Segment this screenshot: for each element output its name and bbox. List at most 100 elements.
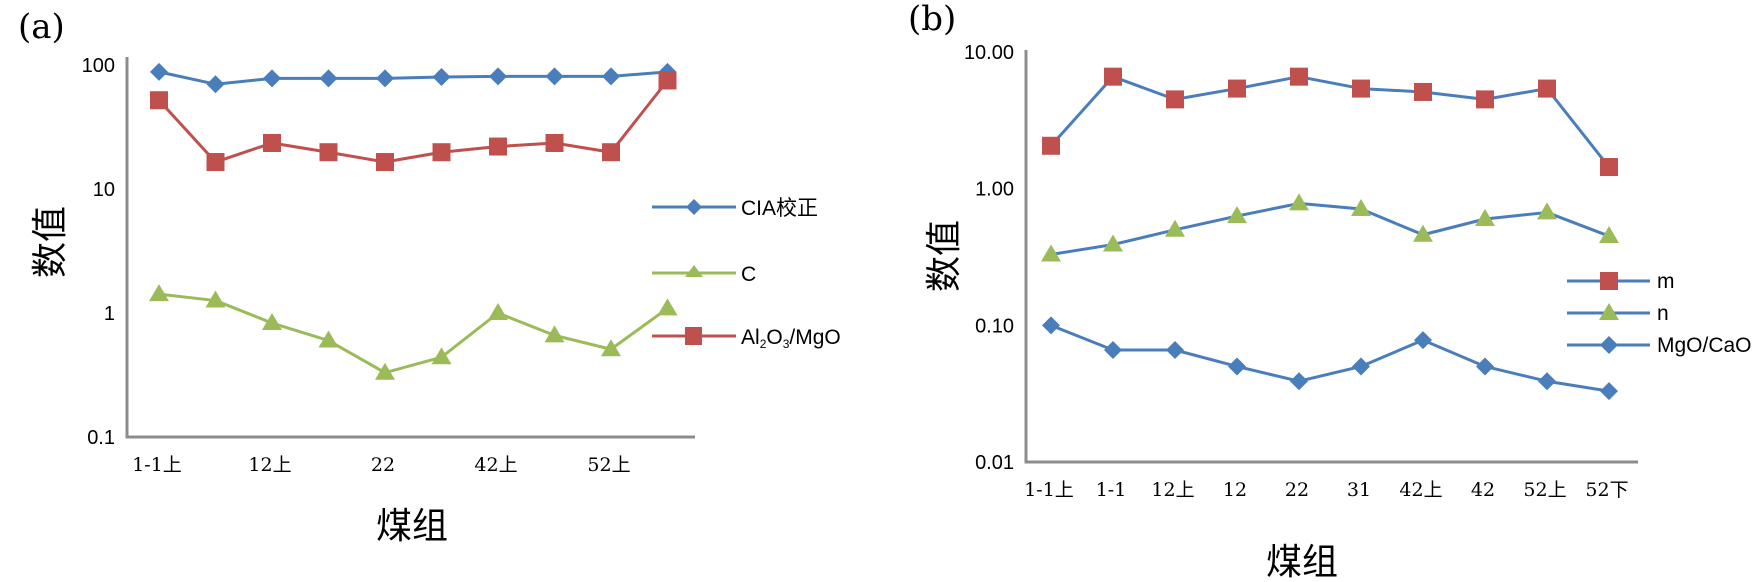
data-point-diamond <box>319 69 338 88</box>
diamond-marker-icon <box>1600 336 1618 354</box>
data-point-triangle <box>149 284 169 302</box>
data-point-square <box>319 143 338 162</box>
series-a <box>149 62 678 380</box>
data-point-triangle <box>318 330 339 348</box>
x-tick-label: 42上 <box>474 454 517 476</box>
legend-b: mn MgO/CaO <box>1567 270 1752 357</box>
data-point-triangle <box>601 339 621 357</box>
panel-label-b: (b) <box>908 0 956 39</box>
diamond-marker-icon <box>686 199 702 215</box>
data-point-diamond <box>1600 382 1618 401</box>
data-point-diamond <box>206 75 225 94</box>
x-tick-label: 42上 <box>1399 479 1442 501</box>
data-point-triangle <box>262 313 282 331</box>
data-point-square <box>150 91 168 110</box>
x-tick-label: 31 <box>1347 479 1371 501</box>
data-point-diamond <box>545 67 564 86</box>
x-tick-label: 12上 <box>248 454 291 476</box>
legend-label: MgO/CaO <box>1657 334 1752 357</box>
data-point-square <box>1042 136 1060 155</box>
y-axis-title-b: 数值 <box>924 220 965 292</box>
data-point-square <box>489 137 507 156</box>
data-point-triangle <box>657 298 678 316</box>
data-point-triangle <box>1165 219 1185 237</box>
y-ticks-a: 0.1 1 10 100 <box>82 55 115 449</box>
data-point-diamond <box>1042 316 1060 335</box>
data-point-diamond <box>432 68 451 87</box>
x-tick-label: 1-1上 <box>1024 479 1074 501</box>
x-axis-title-a: 煤组 <box>376 506 448 547</box>
chart-b: (b) 0.01 0.10 1.00 10.00 1-1上 1-1 12上 12 22 31 42… <box>908 0 1752 582</box>
legend-label-c: C <box>741 263 756 286</box>
axes-b <box>1024 50 1638 464</box>
y-tick-label: 1.00 <box>975 179 1014 201</box>
legend-a: CIA校正 C Al2O3/MgO <box>652 197 841 351</box>
series-c <box>149 284 678 380</box>
x-tick-label: 1-1 <box>1096 479 1127 501</box>
y-tick-label: 1 <box>104 303 115 325</box>
data-point-diamond <box>1352 357 1370 376</box>
data-point-triangle <box>1537 202 1557 220</box>
series-cia- <box>150 62 677 94</box>
series-line <box>158 70 668 86</box>
x-tick-label: 52下 <box>1585 479 1628 501</box>
legend-item-c: C <box>652 263 756 286</box>
data-point-square <box>376 153 394 172</box>
data-point-diamond <box>1476 357 1494 376</box>
chart-a: (a) 0.1 1 10 100 1-1上 12上 22 42上 52上 煤组 数值 CIA校… <box>18 7 841 547</box>
square-marker-icon <box>1600 272 1618 290</box>
series-m <box>1042 67 1618 177</box>
data-point-square <box>206 153 225 172</box>
legend-item-al2o3-mgo: Al2O3/MgO <box>652 326 841 351</box>
x-axis-title-b: 煤组 <box>1266 542 1338 582</box>
data-point-diamond <box>602 67 620 86</box>
series-line <box>1050 201 1610 256</box>
x-tick-label: 52上 <box>587 454 630 476</box>
x-tick-label: 1-1上 <box>132 454 182 476</box>
y-tick-label: 10 <box>93 179 115 201</box>
triangle-marker-icon <box>1599 303 1619 320</box>
data-point-triangle <box>375 362 395 380</box>
data-point-triangle <box>1227 206 1247 224</box>
data-point-diamond <box>1538 372 1556 391</box>
x-tick-label: 22 <box>371 454 395 476</box>
series-line <box>1050 323 1610 393</box>
data-point-square <box>1600 158 1618 177</box>
legend-label-al2o3-mgo: Al2O3/MgO <box>741 326 841 351</box>
x-tick-label: 12 <box>1223 479 1247 501</box>
data-point-diamond <box>1414 331 1432 350</box>
triangle-marker-icon <box>685 265 703 277</box>
legend-label-cia: CIA校正 <box>741 197 818 220</box>
data-point-triangle <box>488 303 508 320</box>
data-point-triangle <box>205 290 226 308</box>
data-point-square <box>1414 82 1432 101</box>
legend-item-mgo-cao: MgO/CaO <box>1567 334 1752 357</box>
data-point-square <box>1476 90 1494 109</box>
data-point-triangle <box>544 325 565 343</box>
data-point-square <box>263 133 281 152</box>
x-tick-label: 42 <box>1471 479 1495 501</box>
data-point-triangle <box>431 347 452 365</box>
y-tick-label: 0.10 <box>975 315 1014 337</box>
series-al2o3-mgo <box>150 71 677 172</box>
data-point-square <box>545 133 564 152</box>
data-point-triangle <box>1103 234 1123 252</box>
legend-item-n: n <box>1567 302 1669 325</box>
data-point-triangle <box>1475 208 1495 226</box>
data-point-diamond <box>263 69 281 88</box>
data-point-triangle <box>1351 198 1371 216</box>
data-point-diamond <box>1228 357 1246 376</box>
data-point-square <box>1228 79 1246 98</box>
series-line <box>1049 75 1611 168</box>
y-tick-label: 10.00 <box>964 42 1014 64</box>
data-point-square <box>1104 67 1122 86</box>
data-point-triangle <box>1413 224 1433 242</box>
data-point-diamond <box>376 69 394 88</box>
series-mgo-cao <box>1042 316 1618 401</box>
series-line <box>158 292 669 375</box>
legend-label: n <box>1657 302 1669 325</box>
series-b <box>1041 67 1619 401</box>
series-n <box>1041 193 1619 262</box>
square-marker-icon <box>685 327 702 345</box>
